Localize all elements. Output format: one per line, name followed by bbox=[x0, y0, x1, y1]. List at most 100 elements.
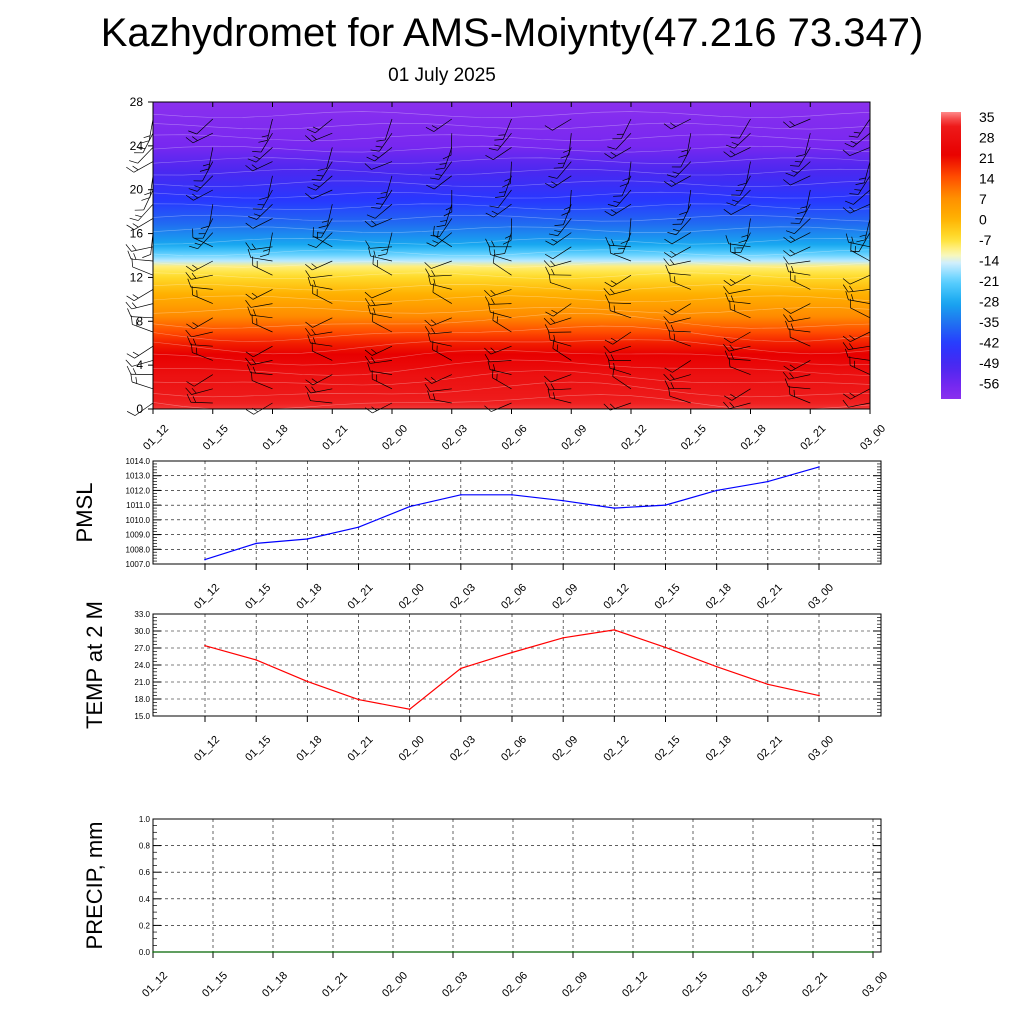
colorbar-label: 28 bbox=[979, 130, 995, 146]
x-tick-label: 01_21 bbox=[320, 970, 350, 1000]
wind-barb bbox=[305, 374, 333, 386]
x-tick-label: 01_12 bbox=[192, 734, 222, 764]
data-point bbox=[632, 951, 634, 953]
wind-barb bbox=[306, 118, 333, 134]
wind-barb bbox=[665, 264, 691, 276]
data-point bbox=[572, 951, 574, 953]
x-tick-label: 02_18 bbox=[704, 582, 734, 612]
y-tick-label: 24.0 bbox=[134, 661, 150, 670]
colorbar-label: 0 bbox=[979, 212, 987, 228]
x-tick-label: 03_00 bbox=[858, 423, 888, 453]
wind-barb bbox=[125, 359, 154, 367]
wind-barb bbox=[305, 270, 333, 279]
colorbar bbox=[941, 112, 961, 399]
wind-barb bbox=[608, 359, 632, 375]
wind-barb bbox=[724, 350, 751, 361]
wind-barb bbox=[603, 345, 632, 353]
wind-barb bbox=[312, 218, 333, 238]
wind-barb bbox=[140, 118, 154, 144]
data-point bbox=[272, 951, 274, 953]
y-axis-title: TEMP at 2 M bbox=[82, 601, 107, 729]
wind-barb bbox=[620, 218, 632, 244]
wind-barb bbox=[731, 175, 751, 196]
x-tick-label: 01_15 bbox=[200, 970, 230, 1000]
x-tick-label: 01_15 bbox=[243, 582, 273, 612]
wind-barb bbox=[783, 246, 811, 257]
wind-barb bbox=[843, 388, 871, 400]
x-tick-label: 02_06 bbox=[499, 734, 529, 764]
wind-barb bbox=[604, 331, 632, 345]
wind-barb bbox=[604, 274, 632, 288]
wind-barb bbox=[783, 118, 811, 128]
wind-barb bbox=[307, 334, 333, 347]
wind-barb bbox=[186, 393, 213, 404]
wind-barb bbox=[258, 118, 273, 143]
y-tick-label: 20 bbox=[130, 183, 144, 197]
wind-barb bbox=[126, 402, 154, 416]
colorbar-label: -7 bbox=[979, 232, 992, 248]
wind-barb bbox=[245, 300, 273, 308]
wind-barb bbox=[547, 388, 572, 404]
wind-barb bbox=[247, 147, 273, 163]
wind-barb bbox=[664, 303, 691, 316]
x-tick-label: 02_21 bbox=[755, 734, 785, 764]
wind-barb bbox=[245, 289, 273, 300]
wind-barb bbox=[141, 175, 154, 201]
wind-barb bbox=[785, 161, 811, 177]
wind-barb bbox=[663, 316, 691, 324]
plot-frame bbox=[152, 818, 882, 953]
colorbar-label: 21 bbox=[979, 150, 995, 166]
x-tick-label: 02_03 bbox=[440, 423, 470, 453]
wind-barb bbox=[192, 228, 213, 248]
x-tick-label: 01_18 bbox=[294, 734, 324, 764]
wind-barb bbox=[543, 260, 572, 268]
data-point bbox=[692, 951, 694, 953]
y-tick-label: 24 bbox=[130, 139, 144, 153]
wind-barb bbox=[543, 317, 572, 325]
y-tick-label: 0.2 bbox=[139, 921, 151, 930]
wind-barb bbox=[304, 132, 333, 142]
wind-barb bbox=[548, 273, 572, 290]
wind-barb bbox=[429, 161, 453, 180]
wind-barb bbox=[185, 387, 213, 395]
data-point bbox=[715, 489, 718, 492]
wind-barb bbox=[785, 218, 811, 235]
colorbar-label: 7 bbox=[979, 191, 987, 207]
wind-barb bbox=[126, 345, 154, 359]
wind-barb bbox=[194, 218, 214, 239]
wind-barb bbox=[424, 260, 452, 269]
colorbar-label: -21 bbox=[979, 273, 999, 289]
wind-barb bbox=[186, 317, 213, 330]
x-tick-label: 02_15 bbox=[653, 734, 683, 764]
wind-barb bbox=[502, 161, 512, 188]
y-tick-label: 1013.0 bbox=[126, 472, 151, 481]
wind-barb bbox=[186, 374, 213, 387]
wind-barb bbox=[725, 292, 751, 304]
wind-barb bbox=[544, 118, 572, 131]
data-point bbox=[392, 951, 394, 953]
y-tick-label: 0.4 bbox=[139, 895, 151, 904]
x-tick-label: 03_00 bbox=[806, 582, 836, 612]
wind-barb bbox=[377, 232, 393, 257]
y-tick-label: 18.0 bbox=[134, 695, 150, 704]
y-axis-title: PMSL bbox=[72, 483, 97, 543]
wind-barb bbox=[726, 189, 751, 206]
wind-barb bbox=[488, 245, 512, 262]
wind-barb bbox=[488, 303, 512, 319]
x-tick-label: 02_00 bbox=[397, 734, 427, 764]
wind-barb bbox=[842, 342, 871, 350]
wind-barb bbox=[723, 274, 751, 286]
data-point bbox=[511, 494, 513, 496]
data-point bbox=[460, 494, 462, 496]
data-point bbox=[752, 951, 754, 953]
wind-barb bbox=[663, 246, 691, 258]
wind-barb bbox=[785, 263, 811, 276]
colorbar-label: 35 bbox=[979, 109, 995, 125]
wind-barb bbox=[664, 232, 691, 245]
wind-barb bbox=[424, 326, 452, 335]
precip-panel: 0.0 0.2 0.4 0.6 0.8 1.0 01_12 01_15 01_18 01_21 02… bbox=[82, 815, 890, 1000]
wind-barb bbox=[428, 275, 452, 290]
x-tick-label: 02_12 bbox=[620, 970, 650, 1000]
wind-barb bbox=[366, 203, 393, 219]
y-tick-label: 4 bbox=[136, 358, 143, 372]
